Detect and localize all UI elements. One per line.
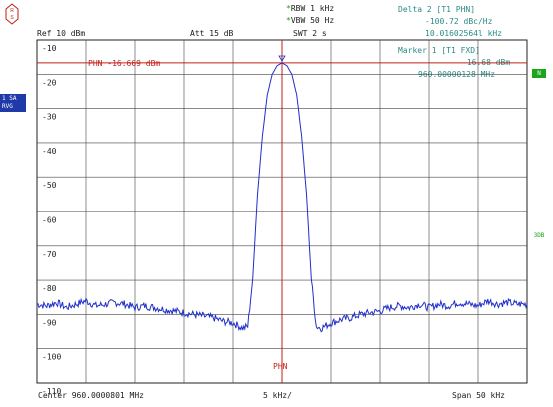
bottom-marker-label: PHN xyxy=(273,362,288,371)
svg-text:S: S xyxy=(10,15,14,21)
delta-marker-title: Delta 2 [T1 PHN] xyxy=(398,5,476,14)
status-tag-n: N xyxy=(532,69,546,78)
delta-marker-freq: 10.01602564l kHz xyxy=(425,29,503,38)
y-tick-label: -20 xyxy=(42,78,57,87)
y-tick-labels: -10 -20 -30 -40 -50 -60 -70 -80 -90 -100 -110 xyxy=(42,44,61,396)
vbw-setting: *VBW 50 Hz xyxy=(286,16,335,25)
y-tick-label: -100 xyxy=(42,353,61,362)
trace-mode-line1: 1 SA xyxy=(2,95,17,102)
marker-triangle xyxy=(278,55,286,62)
attenuation: Att 15 dB xyxy=(190,29,234,38)
y-tick-label: -90 xyxy=(42,318,57,327)
span-value: Span 50 kHz xyxy=(452,391,505,400)
y-tick-label: -70 xyxy=(42,250,57,259)
center-frequency: Center 960.0000801 MHz xyxy=(38,391,144,400)
status-tag-3db: 3DB xyxy=(533,232,545,239)
trace-mode-line2: RVG xyxy=(2,103,13,110)
y-tick-label: -60 xyxy=(42,216,57,225)
spectrum-trace xyxy=(36,62,528,333)
rohde-schwarz-logo-icon: R S xyxy=(5,3,19,25)
rbw-setting: *RBW 1 kHz xyxy=(286,4,335,13)
y-tick-label: -30 xyxy=(42,113,57,122)
y-tick-label: -110 xyxy=(42,387,61,396)
trace-mode-badge: 1 SA RVG xyxy=(0,94,26,112)
swt-setting: SWT 2 s xyxy=(293,29,327,38)
ref-level: Ref 10 dBm xyxy=(37,29,86,38)
vbw-indicator-icon: * xyxy=(286,16,291,25)
span-per-division: 5 kHz/ xyxy=(263,391,292,400)
svg-text:R: R xyxy=(10,8,14,14)
rbw-indicator-icon: * xyxy=(286,4,291,13)
delta-marker-value: -100.72 dBc/Hz xyxy=(425,17,493,26)
y-tick-label: -50 xyxy=(42,181,57,190)
y-tick-label: -10 xyxy=(42,44,57,53)
y-tick-label: -80 xyxy=(42,284,57,293)
marker1-title: Marker 1 [T1 FXD] xyxy=(398,46,480,55)
marker1-symbol-icon xyxy=(278,55,286,62)
y-tick-label: -40 xyxy=(42,147,57,156)
reference-line-label: PHN -16.669 dBm xyxy=(88,59,160,68)
